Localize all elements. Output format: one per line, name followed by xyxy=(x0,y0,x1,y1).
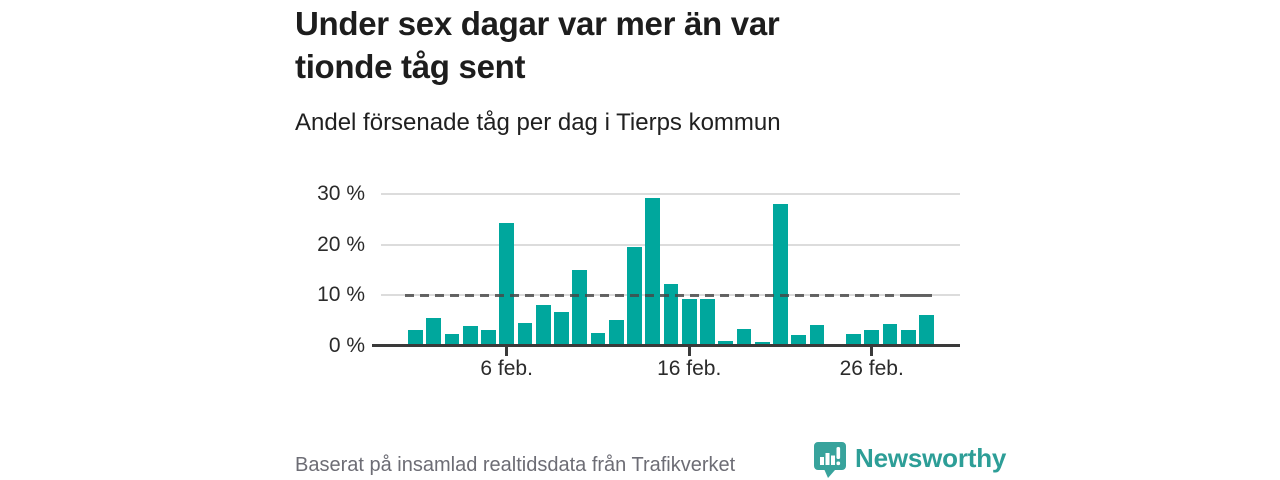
y-axis-label: 10 % xyxy=(317,283,365,307)
reference-line-end xyxy=(906,293,932,297)
bar-8feb xyxy=(535,304,551,346)
bar-28feb xyxy=(900,329,916,346)
bar-23feb xyxy=(809,325,825,346)
plot-area: 30 % 20 % 10 % 0 % 6 feb. 16 feb. 26 feb. xyxy=(317,182,960,380)
chart-subtitle: Andel försenade tåg per dag i Tierps kom… xyxy=(295,109,781,136)
bar-29feb xyxy=(919,314,934,346)
x-axis-tick xyxy=(505,347,509,356)
bar-3feb xyxy=(444,334,460,346)
bar-21feb xyxy=(773,203,788,346)
bar-19feb xyxy=(736,329,752,346)
newsworthy-bubble-barchart-icon xyxy=(814,442,846,478)
x-axis-tick xyxy=(687,347,691,356)
x-axis-label: 26 feb. xyxy=(839,357,904,380)
gridline-30 xyxy=(381,193,960,195)
bar-20feb xyxy=(754,341,770,346)
bar-1feb xyxy=(408,330,423,346)
gridline-20 xyxy=(381,243,960,246)
bar-18feb xyxy=(718,340,734,346)
x-axis-label: 16 feb. xyxy=(657,357,722,380)
y-axis-label: 30 % xyxy=(317,182,365,205)
y-axis-label: 0 % xyxy=(328,334,365,357)
bar-6feb xyxy=(499,223,515,346)
bar-22feb xyxy=(791,335,807,346)
bar-4feb xyxy=(462,326,478,346)
reference-line-10pct xyxy=(405,293,906,297)
bar-11feb xyxy=(590,333,606,346)
bar-5feb xyxy=(481,330,496,346)
brand-lockup: Newsworthy xyxy=(813,441,1006,479)
bar-9feb xyxy=(554,311,569,346)
bar-26feb xyxy=(864,330,880,346)
bar-17feb xyxy=(700,298,715,346)
x-axis-label: 6 feb. xyxy=(480,357,533,380)
bar-16feb xyxy=(681,298,697,346)
page-title: Under sex dagar var mer än var tionde tå… xyxy=(295,2,935,88)
bar-2feb xyxy=(426,318,442,346)
bar-14feb xyxy=(645,197,661,346)
title-line-2: tionde tåg sent xyxy=(295,48,526,85)
bar-25feb xyxy=(846,333,861,346)
bar-10feb xyxy=(572,270,588,346)
bar-12feb xyxy=(608,319,624,346)
y-axis-label: 20 % xyxy=(317,232,365,256)
x-axis-line xyxy=(372,344,960,347)
title-line-1: Under sex dagar var mer än var xyxy=(295,5,780,42)
bar-15feb xyxy=(663,283,679,346)
brand-name: Newsworthy xyxy=(855,443,1007,473)
bar-7feb xyxy=(517,323,533,346)
source-note: Baserat på insamlad realtidsdata från Tr… xyxy=(295,454,736,476)
bar-27feb xyxy=(882,323,898,346)
x-axis-tick xyxy=(870,347,874,356)
